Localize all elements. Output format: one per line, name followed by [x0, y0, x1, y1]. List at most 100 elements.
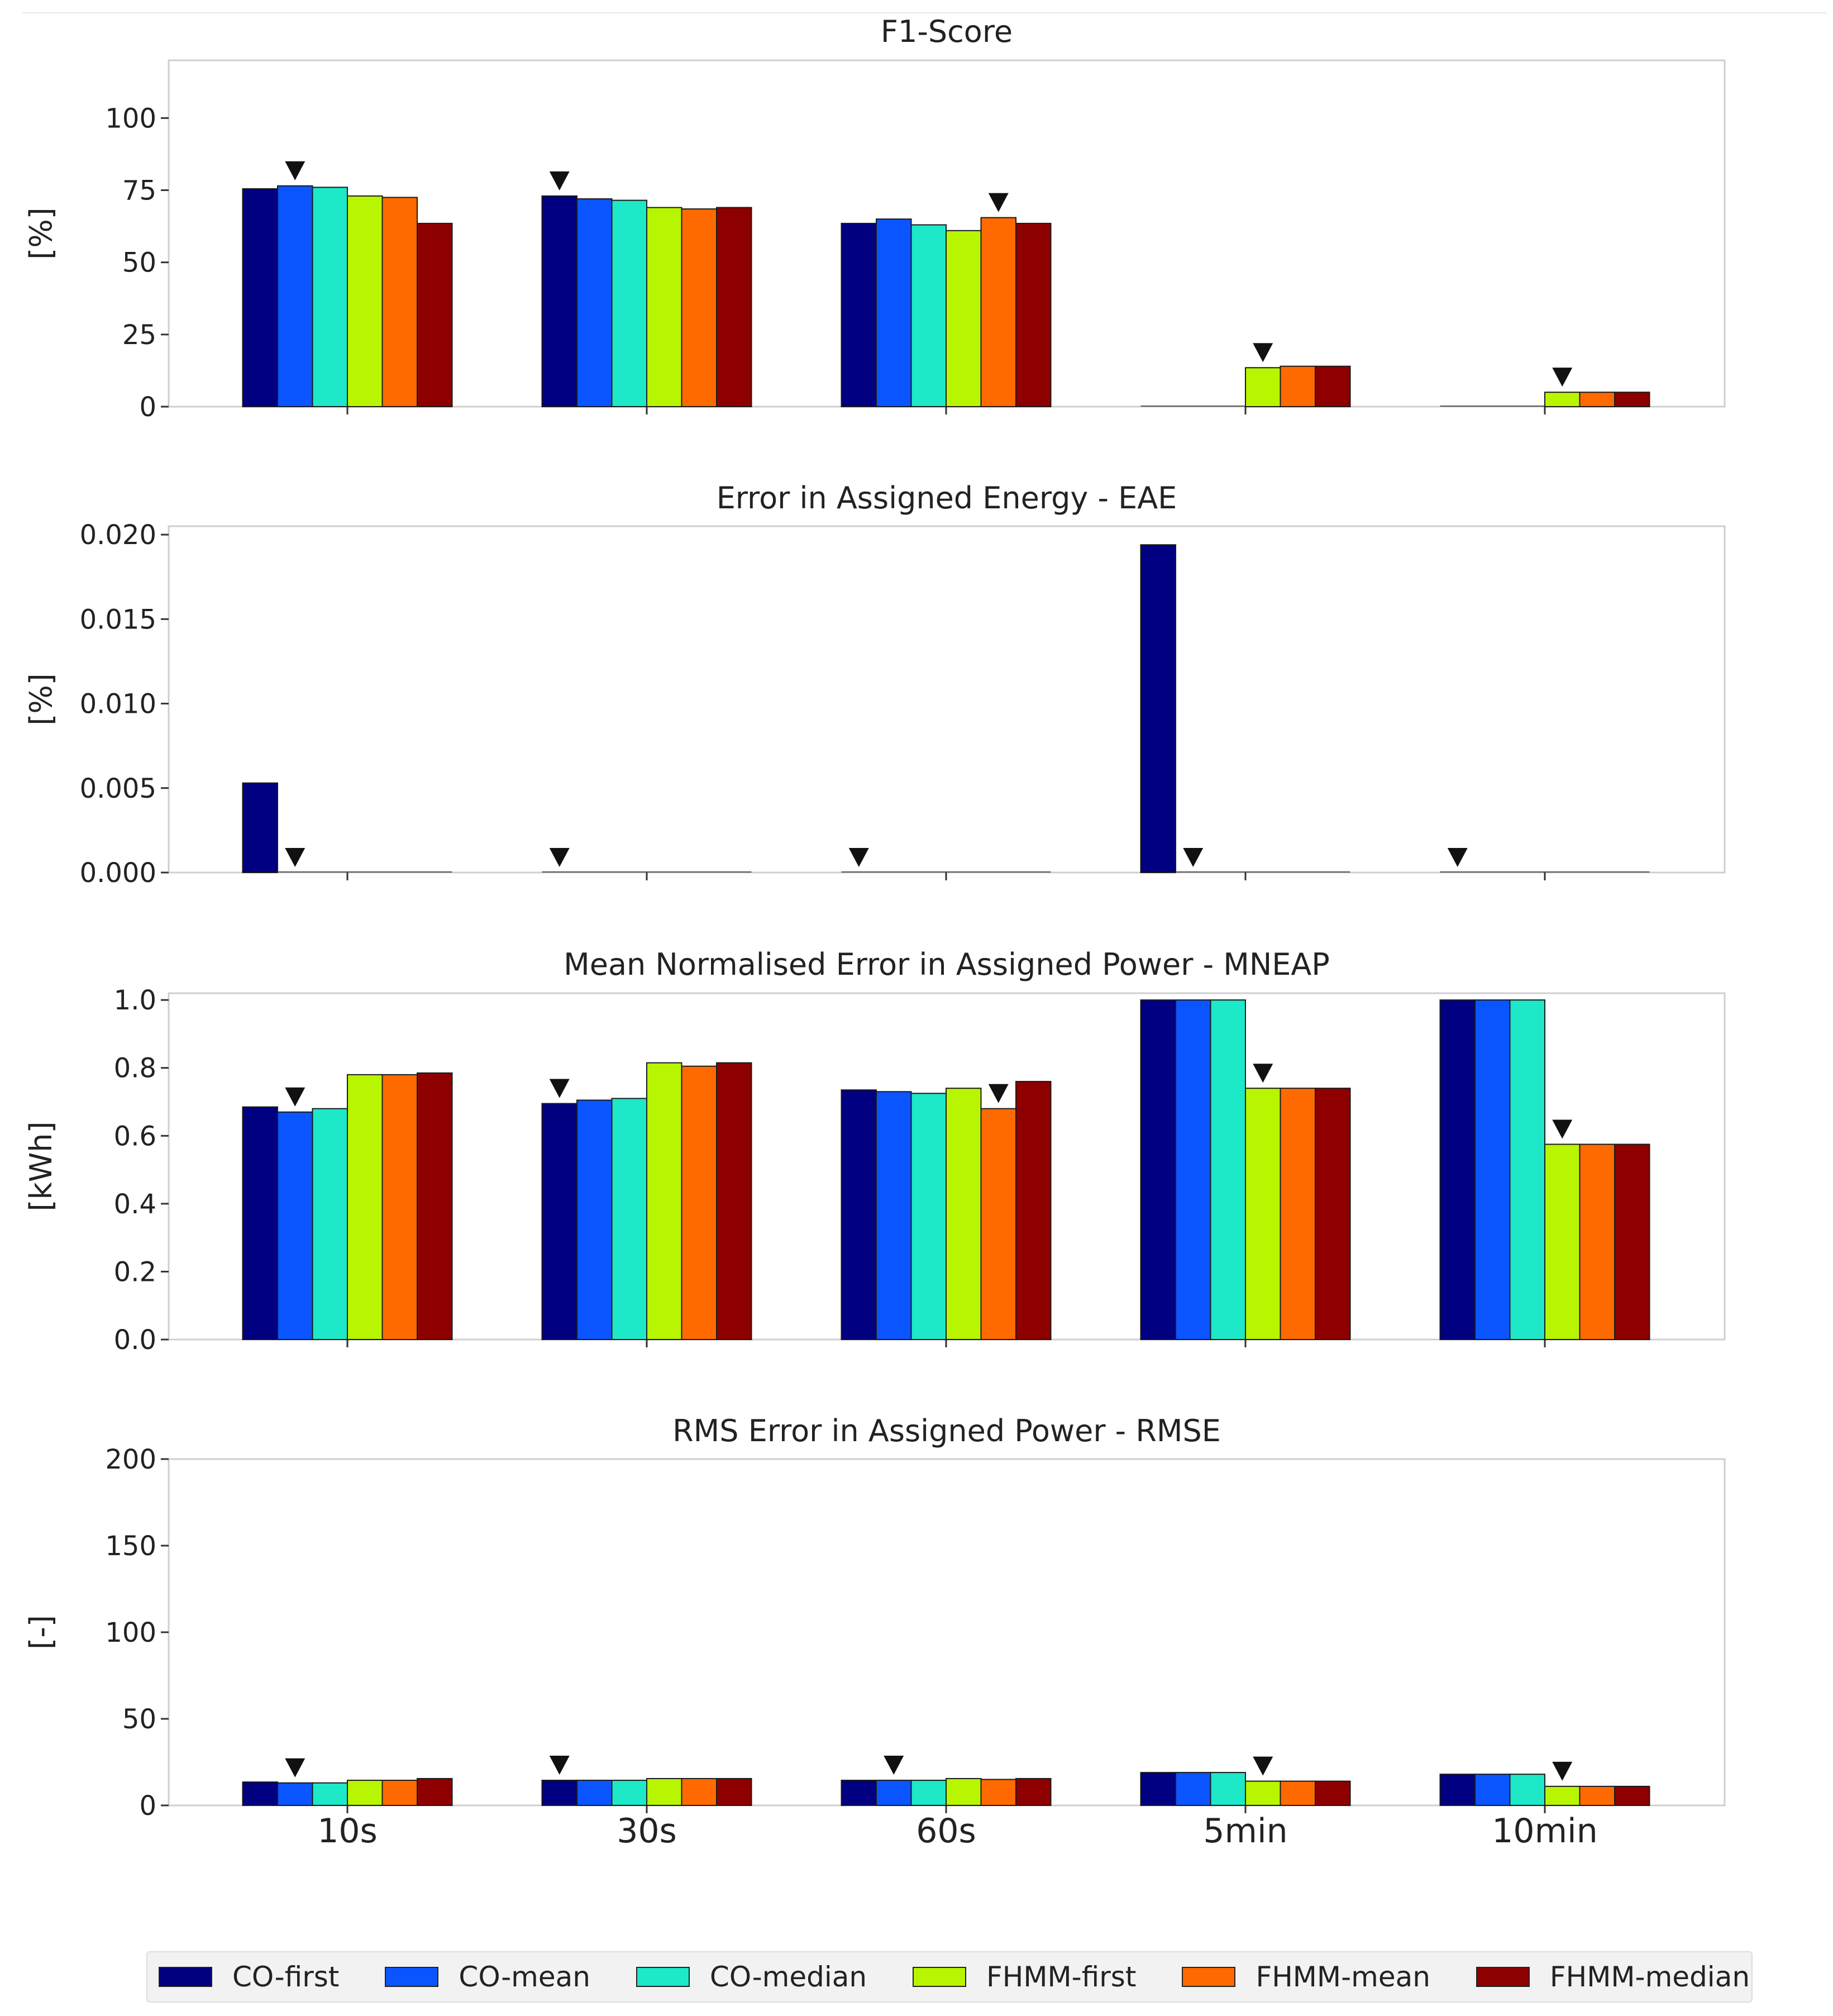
bar	[347, 195, 383, 407]
bar	[242, 1106, 278, 1340]
bar	[1315, 365, 1351, 408]
bar	[541, 1780, 577, 1807]
best-marker	[285, 848, 306, 867]
bar	[646, 1062, 682, 1340]
bar	[417, 222, 453, 407]
legend-swatch	[636, 1967, 690, 1987]
top-rule	[22, 12, 1826, 13]
bar	[1280, 365, 1316, 408]
bar	[946, 1777, 982, 1806]
bar	[381, 1074, 418, 1340]
bar	[1439, 999, 1476, 1340]
bar	[716, 207, 752, 407]
best-marker	[1253, 1064, 1273, 1083]
bar	[1544, 1143, 1581, 1341]
bar	[1509, 1774, 1545, 1806]
bar	[1140, 544, 1176, 873]
bar	[1579, 1143, 1615, 1341]
bar	[646, 1777, 682, 1806]
bar	[1315, 1088, 1351, 1340]
bar	[1140, 999, 1176, 1340]
y-tick-label: 0.2	[114, 1256, 156, 1288]
bar	[716, 1062, 752, 1340]
bar	[1579, 392, 1615, 408]
legend-label: FHMM-median	[1549, 1961, 1750, 1993]
best-marker	[1183, 848, 1204, 867]
best-marker	[1253, 1756, 1273, 1776]
bar	[681, 1065, 717, 1340]
bar	[681, 208, 717, 407]
x-tick-label: 10min	[1492, 1812, 1598, 1851]
bar	[417, 1072, 453, 1340]
y-tick-label: 0.010	[80, 689, 156, 720]
best-marker	[549, 171, 570, 190]
bar	[980, 1779, 1016, 1806]
bar	[611, 1780, 647, 1807]
bar	[312, 1108, 348, 1340]
legend-item: FHMM-median	[1476, 1961, 1750, 1993]
y-tick-label: 0.000	[80, 857, 156, 889]
bar	[1015, 1081, 1052, 1340]
best-marker	[549, 848, 570, 867]
y-tick-label: 150	[105, 1531, 156, 1562]
best-marker	[1552, 1761, 1573, 1781]
bar	[841, 1089, 877, 1341]
legend-item: FHMM-mean	[1182, 1961, 1430, 1993]
bar	[1280, 1088, 1316, 1340]
bar	[1175, 999, 1211, 1340]
bar	[980, 1108, 1016, 1340]
legend-item: FHMM-first	[913, 1961, 1136, 1993]
bar	[1245, 1780, 1281, 1807]
bar	[242, 782, 278, 873]
bar	[1315, 1780, 1351, 1807]
bar	[1614, 1785, 1650, 1806]
y-tick-label: 0.015	[80, 604, 156, 635]
legend-item: CO-median	[636, 1961, 867, 1993]
bar	[681, 1777, 717, 1806]
y-tick-label: 0	[139, 1790, 156, 1822]
bar	[980, 217, 1016, 407]
legend-swatch	[159, 1967, 212, 1987]
best-marker	[1552, 368, 1573, 387]
bar	[277, 185, 313, 407]
bar	[910, 1780, 947, 1807]
bar	[541, 195, 577, 407]
best-marker	[848, 848, 869, 867]
x-tick-label: 60s	[916, 1812, 976, 1851]
bar	[381, 1780, 418, 1807]
legend-swatch	[385, 1967, 439, 1987]
bar	[646, 207, 682, 407]
legend-item: CO-first	[159, 1961, 339, 1993]
y-tick-label: 100	[105, 1617, 156, 1648]
panel-frame	[168, 525, 1726, 874]
bar	[242, 188, 278, 407]
panel-title: Error in Assigned Energy - EAE	[717, 480, 1177, 516]
bar	[876, 1780, 912, 1807]
bar	[611, 1098, 647, 1341]
bar	[1614, 1143, 1650, 1341]
y-tick-label: 0.4	[114, 1189, 156, 1220]
y-tick-label: 0.6	[114, 1121, 156, 1152]
x-tick-label: 10s	[317, 1812, 378, 1851]
bar	[1245, 367, 1281, 407]
bar	[841, 222, 877, 407]
best-marker	[549, 1079, 570, 1098]
bar	[946, 1088, 982, 1340]
bar	[1544, 1785, 1581, 1806]
panel-title: Mean Normalised Error in Assigned Power …	[564, 947, 1330, 982]
legend-label: FHMM-first	[986, 1961, 1137, 1993]
bar	[841, 1780, 877, 1807]
legend-item: CO-mean	[385, 1961, 590, 1993]
y-tick-label: 0	[139, 392, 156, 423]
legend-label: CO-median	[709, 1961, 867, 1993]
bar	[1280, 1780, 1316, 1807]
y-axis-label: [%]	[23, 673, 59, 725]
legend-swatch	[913, 1967, 967, 1987]
bar	[1015, 1777, 1052, 1806]
bar	[1140, 1772, 1176, 1807]
legend: CO-first CO-mean CO-median FHMM-first FHMM-m…	[146, 1951, 1753, 2003]
y-tick-label: 75	[122, 175, 156, 207]
best-marker	[1253, 343, 1273, 363]
panel-title: RMS Error in Assigned Power - RMSE	[672, 1413, 1221, 1448]
